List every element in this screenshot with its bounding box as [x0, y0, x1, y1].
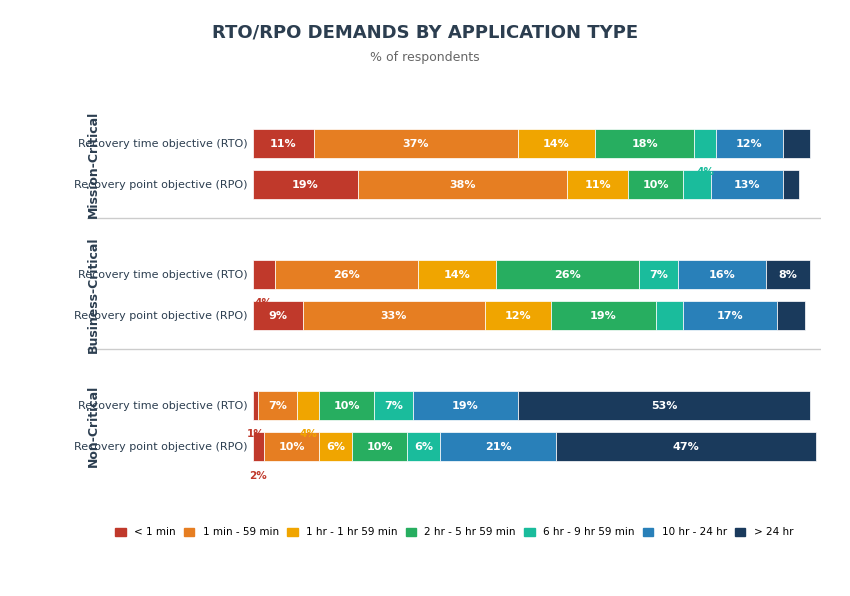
Text: % of respondents: % of respondents — [371, 51, 479, 64]
Text: 9%: 9% — [269, 311, 287, 321]
Bar — [253, 170, 358, 199]
Bar — [440, 433, 556, 461]
Bar — [253, 129, 314, 158]
Text: 10%: 10% — [643, 179, 669, 190]
Legend: < 1 min, 1 min - 59 min, 1 hr - 1 hr 59 min, 2 hr - 5 hr 59 min, 6 hr - 9 hr 59 : < 1 min, 1 min - 59 min, 1 hr - 1 hr 59 … — [111, 523, 797, 541]
Text: Recovery time objective (RTO): Recovery time objective (RTO) — [77, 269, 247, 280]
Text: 7%: 7% — [649, 269, 668, 280]
Text: 19%: 19% — [292, 179, 319, 190]
Text: 10%: 10% — [366, 442, 393, 452]
Bar — [275, 260, 418, 288]
Text: 13%: 13% — [734, 179, 760, 190]
Bar — [303, 302, 484, 330]
Bar — [655, 302, 683, 330]
Text: 37%: 37% — [402, 138, 429, 148]
Bar — [352, 433, 407, 461]
Text: 38%: 38% — [450, 179, 476, 190]
Bar — [766, 260, 810, 288]
Bar — [253, 302, 303, 330]
Text: 17%: 17% — [717, 311, 744, 321]
Bar — [777, 302, 805, 330]
Text: 2%: 2% — [250, 471, 267, 480]
Bar — [407, 433, 440, 461]
Text: 8%: 8% — [779, 269, 797, 280]
Text: Business-Critical: Business-Critical — [87, 237, 99, 353]
Text: 14%: 14% — [543, 138, 570, 148]
Text: 14%: 14% — [444, 269, 470, 280]
Bar — [518, 392, 810, 420]
Text: 4%: 4% — [696, 167, 714, 178]
Bar — [319, 433, 352, 461]
Text: 10%: 10% — [333, 401, 360, 411]
Text: Recovery point objective (RPO): Recovery point objective (RPO) — [74, 442, 247, 452]
Bar — [556, 433, 816, 461]
Bar — [253, 392, 258, 420]
Bar — [783, 129, 810, 158]
Bar — [418, 260, 496, 288]
Bar — [484, 302, 551, 330]
Bar — [413, 392, 518, 420]
Text: 1%: 1% — [246, 430, 264, 439]
Text: 6%: 6% — [415, 442, 434, 452]
Text: 47%: 47% — [672, 442, 700, 452]
Bar — [496, 260, 639, 288]
Bar — [711, 170, 783, 199]
Bar — [297, 392, 319, 420]
Text: Non-Critical: Non-Critical — [87, 385, 99, 467]
Bar — [677, 260, 766, 288]
Text: 11%: 11% — [270, 138, 297, 148]
Bar — [258, 392, 297, 420]
Bar — [264, 433, 319, 461]
Text: 19%: 19% — [452, 401, 479, 411]
Bar — [717, 129, 783, 158]
Text: 18%: 18% — [632, 138, 658, 148]
Text: 7%: 7% — [269, 401, 287, 411]
Bar — [595, 129, 694, 158]
Text: Recovery time objective (RTO): Recovery time objective (RTO) — [77, 401, 247, 411]
Bar — [694, 129, 717, 158]
Bar — [567, 170, 628, 199]
Bar — [253, 433, 264, 461]
Text: 26%: 26% — [333, 269, 360, 280]
Text: 26%: 26% — [554, 269, 581, 280]
Text: Recovery point objective (RPO): Recovery point objective (RPO) — [74, 311, 247, 321]
Text: 11%: 11% — [585, 179, 611, 190]
Bar — [683, 302, 777, 330]
Bar — [314, 129, 518, 158]
Bar — [374, 392, 413, 420]
Bar — [253, 260, 275, 288]
Bar — [639, 260, 677, 288]
Text: 4%: 4% — [255, 299, 273, 309]
Text: 12%: 12% — [504, 311, 531, 321]
Text: 21%: 21% — [485, 442, 512, 452]
Text: 7%: 7% — [384, 401, 403, 411]
Text: Recovery time objective (RTO): Recovery time objective (RTO) — [77, 138, 247, 148]
Bar — [319, 392, 374, 420]
Text: 19%: 19% — [590, 311, 616, 321]
Bar — [783, 170, 799, 199]
Text: 10%: 10% — [278, 442, 305, 452]
Text: Recovery point objective (RPO): Recovery point objective (RPO) — [74, 179, 247, 190]
Text: RTO/RPO DEMANDS BY APPLICATION TYPE: RTO/RPO DEMANDS BY APPLICATION TYPE — [212, 24, 638, 42]
Bar — [683, 170, 711, 199]
Bar — [358, 170, 567, 199]
Bar — [551, 302, 655, 330]
Bar — [518, 129, 595, 158]
Text: 12%: 12% — [736, 138, 762, 148]
Text: Mission-Critical: Mission-Critical — [87, 110, 99, 218]
Bar — [628, 170, 683, 199]
Text: 4%: 4% — [299, 430, 317, 439]
Text: 6%: 6% — [326, 442, 345, 452]
Text: 16%: 16% — [708, 269, 735, 280]
Text: 53%: 53% — [651, 401, 677, 411]
Text: 33%: 33% — [381, 311, 407, 321]
